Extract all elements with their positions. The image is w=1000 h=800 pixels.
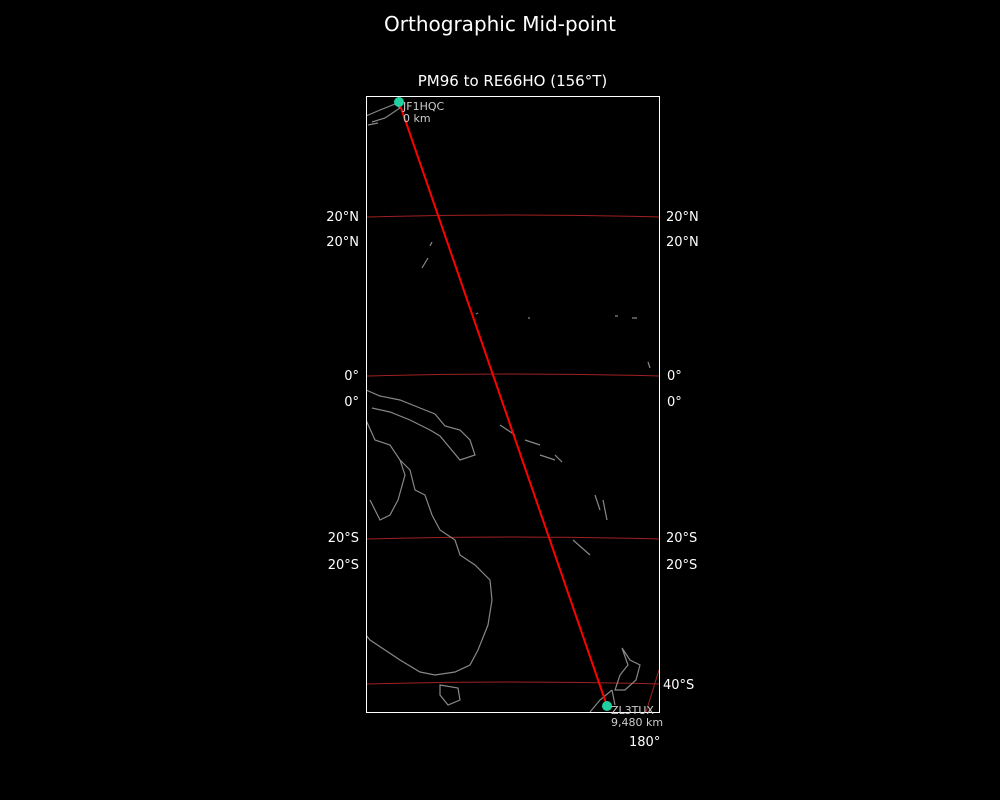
coast-new-guinea xyxy=(366,389,476,461)
map-title: PM96 to RE66HO (156°T) xyxy=(417,72,608,90)
coast-solomons xyxy=(499,424,563,463)
figure-title: Orthographic Mid-point xyxy=(384,12,616,36)
lat-label-eq-right: 0° xyxy=(667,369,682,384)
end-marker xyxy=(602,701,612,711)
lat-label-eq-right-2: 0° xyxy=(667,395,682,410)
lat-label-20s-left-2: 20°S xyxy=(328,558,359,573)
coast-vanuatu xyxy=(594,494,608,521)
lat-label-20n-right: 20°N xyxy=(666,210,699,225)
lat-label-20n-left: 20°N xyxy=(326,210,359,225)
lat-label-20s-left: 20°S xyxy=(328,531,359,546)
lon-label-180: 180° xyxy=(629,735,660,750)
gridline-180 xyxy=(645,669,659,712)
coast-australia xyxy=(366,419,493,676)
end-call-label: ZL3TUX xyxy=(611,704,654,717)
coastlines xyxy=(366,103,651,712)
lat-label-eq-left-2: 0° xyxy=(344,395,359,410)
coast-new-caledonia xyxy=(572,539,591,556)
coast-nz-south xyxy=(589,689,616,712)
lat-label-20n-left-2: 20°N xyxy=(326,235,359,250)
coast-islands xyxy=(421,241,651,369)
gridline-20n xyxy=(366,214,659,218)
great-circle-path xyxy=(398,101,608,707)
coast-tasmania xyxy=(439,684,461,706)
lat-label-20n-right-2: 20°N xyxy=(666,235,699,250)
lat-label-20s-right: 20°S xyxy=(666,531,697,546)
gridlines xyxy=(366,214,659,712)
end-distance-label: 9,480 km xyxy=(611,716,663,729)
start-call-label: JF1HQC xyxy=(402,100,444,113)
start-distance-label: 0 km xyxy=(403,112,431,125)
gridline-equator xyxy=(366,373,659,377)
gridline-20s xyxy=(366,536,659,540)
coast-nz-north xyxy=(614,647,641,691)
gridline-40s xyxy=(366,681,659,685)
lat-tick-labels: 20°N 20°N 20°N 20°N 0° 0° 0° 0° 20°S 20°… xyxy=(326,210,699,750)
coast-japan xyxy=(366,103,402,126)
lat-label-20s-right-2: 20°S xyxy=(666,558,697,573)
lat-label-eq-left: 0° xyxy=(344,369,359,384)
start-marker xyxy=(394,97,404,107)
lat-label-40s-right: 40°S xyxy=(663,678,694,693)
map-frame xyxy=(366,96,660,713)
